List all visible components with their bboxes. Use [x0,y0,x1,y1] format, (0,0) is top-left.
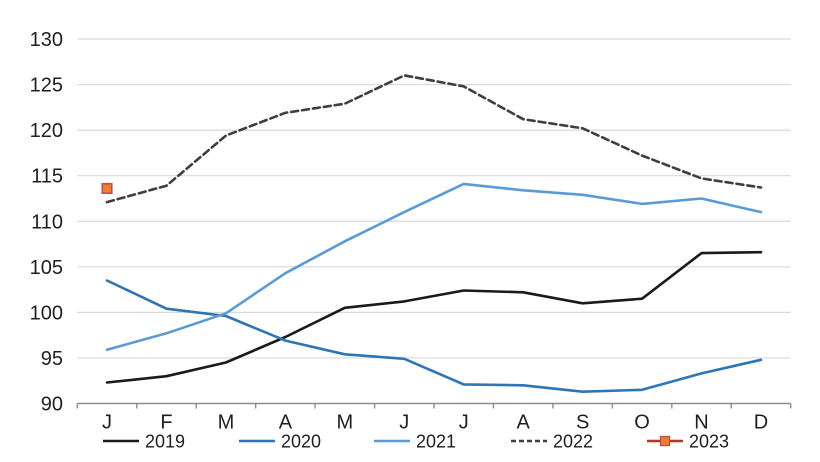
series-line-2021 [105,182,763,351]
x-axis-tick-label: S [576,412,589,434]
legend-label: 2023 [689,432,729,452]
y-axis-tick-label: 95 [41,348,63,370]
legend-label: 2019 [145,432,185,452]
x-axis [76,402,792,409]
y-axis-tick-label: 90 [41,394,63,416]
x-axis-tick-label: D [754,412,768,434]
x-axis-tick-label: J [399,412,409,434]
series-line-2019 [105,250,763,384]
legend-label: 2022 [553,432,593,452]
series-lines [101,74,763,393]
x-axis-tick-label: M [218,412,235,434]
y-axis-labels: 90 95 100 105 110 115 120 125 130 [30,29,63,416]
y-axis-tick-label: 125 [30,75,63,97]
legend-marker-sample [659,435,671,447]
legend-item-2019: 2019 [103,432,185,452]
legend: 2019 2020 2021 2022 2023 [103,432,729,452]
x-axis-tick-label: O [634,412,650,434]
x-axis-tick-label: N [694,412,708,434]
legend-item-2023: 2023 [647,432,729,452]
legend-item-2021: 2021 [374,432,456,452]
x-axis-tick-label: F [160,412,172,434]
y-axis-tick-label: 110 [31,211,63,233]
y-axis-tick-label: 100 [30,302,63,324]
x-axis-tick-label: J [459,412,469,434]
series-marker-2023 [101,182,113,194]
legend-item-2022: 2022 [511,432,593,452]
x-axis-tick-label: J [102,412,112,434]
x-axis-tick-label: A [517,412,531,434]
legend-label: 2020 [281,432,321,452]
legend-item-2020: 2020 [239,432,321,452]
y-axis-tick-label: 120 [30,120,63,142]
x-axis-tick-label: M [336,412,353,434]
series-line-2020 [105,279,763,393]
x-axis-tick-label: A [279,412,293,434]
y-axis-tick-label: 105 [30,257,63,279]
y-axis-tick-label: 130 [30,29,63,51]
series-line-2022 [105,74,763,204]
y-axis-tick-label: 115 [31,166,63,188]
legend-label: 2021 [416,432,456,452]
